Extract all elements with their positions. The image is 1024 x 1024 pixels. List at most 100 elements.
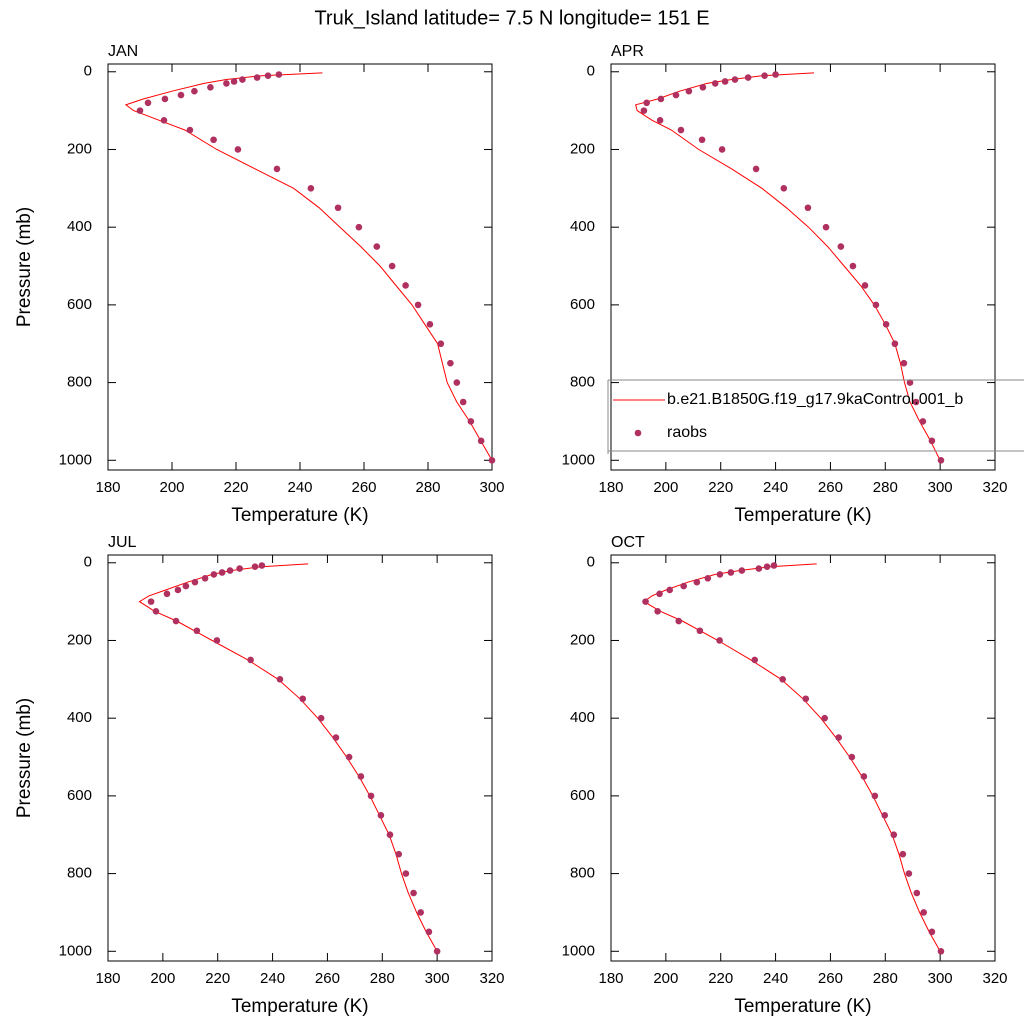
x-tick-label: 280 [370,970,395,987]
obs-dot [872,301,880,309]
x-tick-label: 320 [982,970,1007,987]
x-tick-label: 280 [415,479,440,496]
obs-dot [643,99,650,107]
obs-dot [447,359,454,367]
y-tick-label: 200 [570,140,595,157]
obs-dot [772,71,779,78]
obs-dot [433,947,441,955]
obs-dot [230,78,238,85]
x-tick-label: 180 [598,479,623,496]
obs-dot [675,617,683,625]
profile-line [138,563,438,952]
x-tick-label: 320 [982,479,1007,496]
obs-dot [912,398,920,406]
obs-dot [210,136,217,144]
obs-dot [247,656,254,664]
obs-dot [656,117,664,124]
x-tick-label: 280 [873,970,898,987]
obs-dot [234,146,242,153]
x-tick-label: 180 [95,479,120,496]
obs-dot [477,437,485,445]
x-tick-label: 260 [818,970,843,987]
x-tick-label: 200 [150,970,175,987]
obs-dot [780,185,788,192]
y-tick-label: 1000 [562,942,595,959]
obs-dot [275,71,283,78]
y-tick-label: 0 [587,63,595,80]
obs-dot [395,850,403,858]
obs-dot [881,812,889,819]
obs-dot [770,562,778,569]
obs-dot [680,582,687,590]
x-tick-label: 300 [479,479,504,496]
panel: JAN 180 200 220 240 260 280 300 0 200 400 600 800 100… [14,43,505,526]
obs-dot [871,792,879,800]
x-tick-label: 220 [205,970,230,987]
obs-dot [849,262,857,270]
profile-line [642,563,941,952]
obs-dot [752,165,760,173]
plot-frame [610,63,996,471]
obs-dot [144,99,152,107]
x-tick-label: 320 [479,970,504,987]
panel-title: APR [611,43,644,60]
y-axis-label: Pressure (mb) [14,698,35,818]
obs-dot [276,676,284,683]
obs-dot [182,582,190,590]
y-tick-label: 800 [67,865,92,882]
obs-dot [718,146,726,153]
obs-dot [218,569,226,576]
obs-dot [861,282,869,289]
y-tick-label: 400 [570,709,595,726]
panel-title: JUL [108,534,137,551]
obs-dot [716,571,724,578]
obs-dot [236,565,243,572]
obs-dot [453,379,461,386]
obs-dot [744,74,752,81]
x-tick-label: 180 [95,970,120,987]
x-tick-label: 260 [315,970,340,987]
figure-title: Truk_Island latitude= 7.5 N longitude= 1… [314,7,709,29]
obs-dot [699,84,707,91]
obs-dot [223,80,230,87]
x-tick-label: 260 [351,479,376,496]
obs-dot [804,204,812,212]
obs-dot [685,87,693,95]
panel-title: OCT [611,534,645,551]
obs-dot [459,398,467,406]
obs-dot [264,72,272,79]
obs-dot [172,617,180,625]
y-tick-label: 600 [67,296,92,313]
obs-dot [467,418,475,425]
obs-dot [299,695,307,703]
obs-dot [251,563,259,570]
obs-dot [191,87,198,95]
y-tick-label: 200 [67,631,92,648]
obs-dot [848,753,856,761]
y-tick-label: 400 [67,709,92,726]
y-tick-label: 600 [67,787,92,804]
obs-dot [307,185,315,192]
obs-dot [860,773,868,780]
obs-dot [377,812,385,819]
obs-dot [677,126,685,134]
obs-dot [731,76,739,83]
x-tick-label: 220 [223,479,248,496]
x-axis-label: Temperature (K) [231,505,368,526]
y-axis-label: Pressure (mb) [14,207,35,327]
obs-dot [779,676,787,683]
obs-dot [488,456,496,464]
obs-dot [210,571,218,578]
obs-dot [654,608,661,615]
obs-dot [890,831,898,839]
obs-dot [716,637,723,644]
x-axis-label: Temperature (K) [734,505,871,526]
x-tick-label: 240 [287,479,312,496]
y-tick-label: 200 [570,631,595,648]
obs-dot [386,831,394,839]
obs-dot [201,575,209,582]
obs-dot [207,84,214,91]
x-tick-label: 240 [763,970,788,987]
